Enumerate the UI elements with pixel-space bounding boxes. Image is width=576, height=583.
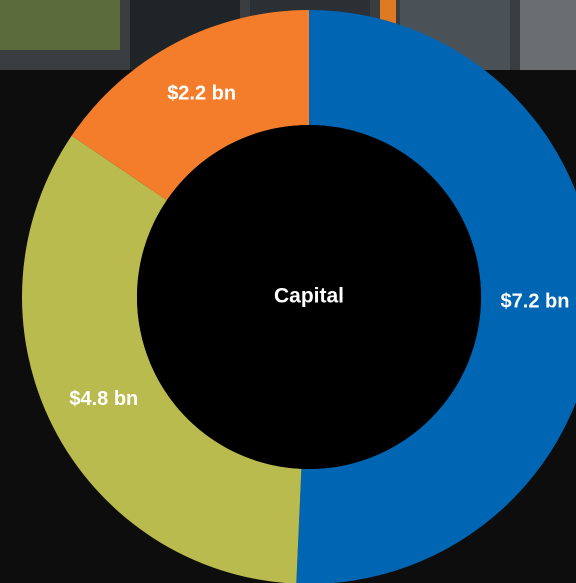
page: {"chart_data": {"type": "donut", "center… <box>0 0 576 583</box>
chart: Capital $7.2 bn $4.8 bn $2.2 bn <box>0 0 576 583</box>
center-label: Capital <box>274 285 344 308</box>
value-label: $7.2 bn <box>501 290 570 312</box>
value-label: $4.8 bn <box>69 388 138 410</box>
value-label: $2.2 bn <box>167 82 236 104</box>
